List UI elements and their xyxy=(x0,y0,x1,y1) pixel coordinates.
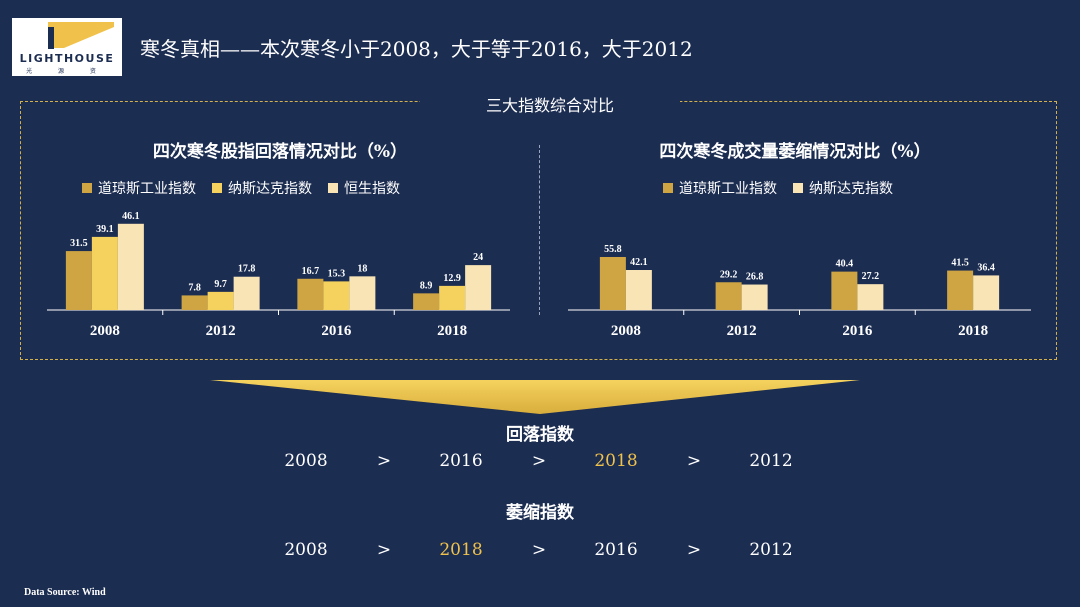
x-tick-label: 2012 xyxy=(727,323,757,339)
data-label: 7.8 xyxy=(188,282,201,293)
data-label: 18 xyxy=(357,263,367,274)
x-tick-label: 2008 xyxy=(90,323,120,339)
x-tick-label: 2016 xyxy=(321,323,352,339)
bar xyxy=(741,284,768,310)
data-label: 36.4 xyxy=(977,262,995,273)
chart1-legend: 道琼斯工业指数 纳斯达克指数 恒生指数 xyxy=(82,178,400,198)
bar xyxy=(117,223,144,310)
legend-item-nasdaq-2: 纳斯达克指数 xyxy=(793,178,893,198)
legend-swatch-hangseng xyxy=(328,183,338,193)
chart-divider xyxy=(539,145,540,315)
data-label: 16.7 xyxy=(302,266,320,277)
legend-label-nasdaq: 纳斯达克指数 xyxy=(228,181,312,197)
legend-swatch-dow-2 xyxy=(663,183,673,193)
volume-shrink-chart: 55.8 42.1 2008 29.2 26.8 2012 40.4 27.2 2016 41.5… xyxy=(568,244,1031,339)
rank-item: 2016 xyxy=(439,451,483,471)
data-label: 55.8 xyxy=(604,244,622,255)
rank-item: 2012 xyxy=(749,451,793,471)
bar xyxy=(297,278,324,310)
chart1-title: 四次寒冬股指回落情况对比（%） xyxy=(152,142,408,162)
bar xyxy=(413,293,440,310)
rank-separator: > xyxy=(376,540,392,560)
bar xyxy=(465,265,492,310)
x-tick-label: 2018 xyxy=(437,323,467,339)
data-label: 46.1 xyxy=(122,211,140,222)
legend-label-hangseng: 恒生指数 xyxy=(344,181,400,197)
bar xyxy=(831,271,858,310)
data-label: 15.3 xyxy=(328,268,346,279)
rank-item: 2018 xyxy=(594,451,638,471)
legend-item-nasdaq: 纳斯达克指数 xyxy=(212,178,312,198)
shrink-index-heading: 萎缩指数 xyxy=(506,503,574,523)
data-source: Data Source: Wind xyxy=(24,587,106,598)
rank-separator: > xyxy=(686,540,702,560)
rank-separator: > xyxy=(531,540,547,560)
legend-label-nasdaq-2: 纳斯达克指数 xyxy=(809,181,893,197)
chart2-title: 四次寒冬成交量萎缩情况对比（%） xyxy=(659,142,931,162)
lighthouse-logo: LIGHTHOUSE 光 源 资 本 xyxy=(12,18,122,84)
legend-label-dow-2: 道琼斯工业指数 xyxy=(679,181,777,197)
legend-swatch-nasdaq-2 xyxy=(793,183,803,193)
bar xyxy=(715,282,742,310)
data-label: 29.2 xyxy=(720,269,738,280)
bar xyxy=(207,291,234,310)
bar xyxy=(323,281,350,310)
data-label: 26.8 xyxy=(746,272,764,283)
bar xyxy=(625,270,652,310)
frame-label: 三大指数综合对比 xyxy=(420,92,680,116)
legend-item-dow: 道琼斯工业指数 xyxy=(82,178,196,198)
rank-item: 2008 xyxy=(284,451,328,471)
data-label: 8.9 xyxy=(420,280,433,291)
data-label: 12.9 xyxy=(443,273,461,284)
data-label: 31.5 xyxy=(70,238,88,249)
x-tick-label: 2018 xyxy=(958,323,988,339)
data-label: 17.8 xyxy=(238,264,256,275)
legend-item-dow-2: 道琼斯工业指数 xyxy=(663,178,777,198)
x-tick-label: 2008 xyxy=(611,323,641,339)
legend-label-dow: 道琼斯工业指数 xyxy=(98,181,196,197)
rank-item: 2008 xyxy=(284,540,328,560)
data-label: 24 xyxy=(473,252,483,263)
bar xyxy=(973,275,1000,310)
rank-item: 2018 xyxy=(439,540,483,560)
bar xyxy=(439,285,466,310)
fall-index-heading: 回落指数 xyxy=(506,425,574,445)
fall-index-ranking: 2008 > 2016 > 2018 > 2012 xyxy=(0,451,1080,475)
bar xyxy=(599,256,626,310)
rank-separator: > xyxy=(376,451,392,471)
x-tick-label: 2016 xyxy=(842,323,873,339)
rank-item: 2016 xyxy=(594,540,638,560)
down-arrow-icon xyxy=(210,380,860,414)
rank-item: 2012 xyxy=(749,540,793,560)
lighthouse-beam-icon xyxy=(48,22,114,49)
index-fall-chart: 31.5 39.1 46.1 2008 7.8 9.7 17.8 2012 16.7 15.3 18… xyxy=(47,211,510,339)
bar xyxy=(65,251,92,310)
bar xyxy=(349,276,376,310)
page-title: 寒冬真相——本次寒冬小于2008，大于等于2016，大于2012 xyxy=(140,37,693,61)
bar xyxy=(947,270,974,310)
rank-separator: > xyxy=(686,451,702,471)
data-label: 9.7 xyxy=(214,279,227,290)
chart2-legend: 道琼斯工业指数 纳斯达克指数 xyxy=(663,178,893,198)
bar xyxy=(857,284,884,310)
data-label: 39.1 xyxy=(96,224,114,235)
data-label: 42.1 xyxy=(630,257,648,268)
legend-swatch-dow xyxy=(82,183,92,193)
logo-subtext: 光 源 资 本 xyxy=(26,68,108,84)
shrink-index-ranking: 2008 > 2018 > 2016 > 2012 xyxy=(0,540,1080,564)
legend-item-hangseng: 恒生指数 xyxy=(328,178,400,198)
legend-swatch-nasdaq xyxy=(212,183,222,193)
bar xyxy=(181,295,208,310)
logo-text: LIGHTHOUSE xyxy=(19,52,115,65)
data-label: 40.4 xyxy=(836,259,854,270)
data-label: 41.5 xyxy=(951,258,969,269)
rank-separator: > xyxy=(531,451,547,471)
bar xyxy=(91,236,118,310)
data-label: 27.2 xyxy=(862,271,880,282)
bar xyxy=(233,276,260,310)
x-tick-label: 2012 xyxy=(206,323,236,339)
